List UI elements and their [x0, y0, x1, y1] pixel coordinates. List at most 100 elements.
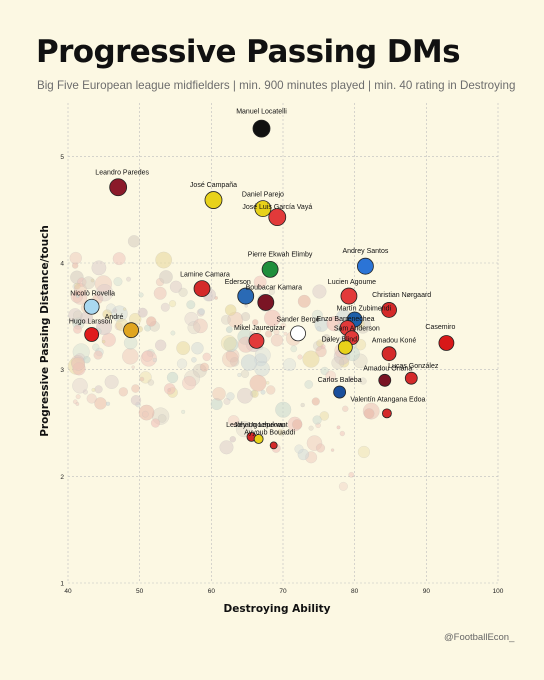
background-point — [263, 309, 281, 327]
background-point — [266, 385, 276, 395]
background-point — [297, 448, 310, 461]
background-point — [244, 304, 249, 308]
background-point — [359, 377, 367, 385]
background-point — [268, 288, 276, 295]
background-point — [101, 339, 106, 344]
background-point — [297, 294, 311, 308]
background-point — [220, 314, 231, 325]
background-point — [312, 284, 327, 299]
x-tick-label: 80 — [351, 588, 359, 595]
background-point — [325, 370, 337, 382]
background-point — [183, 370, 201, 387]
background-point — [227, 415, 240, 427]
chart-subtitle: Big Five European league midfielders | m… — [37, 79, 516, 92]
x-tick-label: 100 — [493, 588, 504, 595]
background-point — [260, 389, 266, 395]
background-point — [123, 335, 138, 350]
point-label: Christian Nørgaard — [372, 292, 431, 299]
background-point — [138, 404, 155, 421]
point-label: Ederson — [225, 279, 251, 286]
background-point — [137, 307, 148, 318]
background-point — [315, 422, 321, 429]
point-label: José Luis García Vayá — [242, 204, 312, 211]
point-marker — [109, 178, 128, 197]
background-point — [170, 330, 176, 336]
background-point — [138, 292, 144, 298]
background-point — [131, 365, 135, 369]
background-point — [181, 409, 186, 414]
background-point — [347, 376, 354, 383]
background-point — [302, 350, 320, 368]
background-point — [311, 309, 323, 321]
point-label: Sam Anderson — [334, 326, 380, 333]
background-point — [357, 445, 371, 459]
background-point — [363, 408, 375, 419]
point-marker — [254, 200, 272, 218]
background-point — [253, 275, 267, 289]
point-marker — [381, 346, 397, 362]
point-label: Martín Zubimendi — [337, 306, 392, 313]
background-point — [275, 401, 292, 418]
background-point — [225, 326, 233, 334]
x-tick-label: 50 — [136, 588, 144, 595]
background-point — [141, 350, 154, 362]
point-marker — [268, 208, 287, 227]
background-point — [92, 343, 100, 351]
y-tick-label: 2 — [60, 474, 64, 481]
background-point — [191, 341, 204, 355]
point-marker — [269, 441, 278, 450]
background-point — [75, 402, 80, 406]
background-point — [144, 324, 152, 332]
background-point — [139, 376, 145, 382]
background-point — [202, 352, 211, 362]
background-point — [339, 430, 346, 437]
background-point — [176, 341, 191, 356]
point-marker — [404, 371, 418, 385]
background-point — [122, 307, 127, 311]
background-point — [82, 389, 88, 395]
background-point — [71, 262, 79, 269]
background-point — [72, 377, 88, 394]
background-point — [220, 335, 237, 351]
background-point — [283, 331, 288, 336]
background-point — [249, 374, 267, 392]
background-point — [312, 415, 322, 425]
background-point — [167, 388, 172, 392]
background-point — [71, 356, 86, 371]
background-point — [127, 235, 141, 248]
background-point — [166, 371, 179, 384]
background-point — [330, 448, 335, 452]
point-label: Amadou Onana — [363, 365, 412, 372]
point-marker — [123, 322, 139, 339]
background-point — [294, 444, 304, 454]
background-point — [160, 302, 170, 312]
y-axis-title: Progressive Passing Distance/touch — [39, 225, 51, 437]
background-point — [221, 350, 239, 368]
background-point — [91, 387, 96, 392]
background-point — [94, 385, 103, 394]
background-point — [122, 347, 139, 365]
x-tick-label: 70 — [279, 588, 287, 595]
y-tick-label: 5 — [60, 154, 64, 161]
point-marker — [290, 325, 306, 342]
background-point — [168, 300, 177, 308]
background-point — [331, 356, 345, 370]
background-point — [320, 366, 329, 376]
background-point — [235, 420, 253, 438]
background-point — [82, 276, 96, 290]
background-point — [297, 354, 303, 360]
background-point — [199, 362, 210, 372]
y-tick-label: 3 — [60, 367, 64, 374]
background-point — [155, 251, 173, 269]
point-marker — [248, 332, 265, 349]
background-point — [186, 300, 196, 310]
background-point — [270, 334, 284, 347]
background-point — [157, 414, 167, 423]
background-point — [141, 410, 149, 418]
background-point — [322, 334, 331, 343]
background-point — [311, 397, 320, 406]
axis-ticks: 40 50 60 70 80 90 100 1 2 3 4 5 — [60, 154, 503, 595]
background-point — [152, 357, 158, 363]
x-tick-label: 60 — [208, 588, 216, 595]
